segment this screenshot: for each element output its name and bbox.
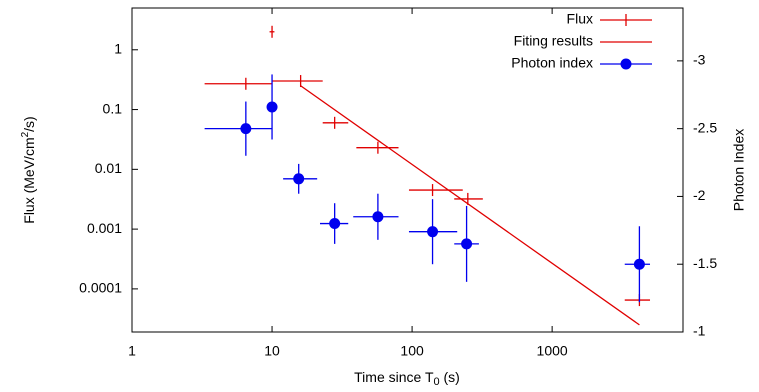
legend-label: Fiting results [514,33,593,49]
point [461,238,473,250]
y2-tick-label: -1 [693,323,706,339]
x-tick-label: 1000 [537,343,568,359]
point [266,101,278,113]
y2-tick-label: -1.5 [693,255,717,271]
y-tick-label: 0.01 [95,160,122,176]
plot-frame [131,7,684,333]
x-tick-label: 100 [400,343,424,359]
legend-swatch [620,58,632,70]
point [372,211,384,223]
point [240,123,252,135]
y-tick-label: 1 [114,40,122,56]
y-label-sup: 2 [20,131,31,137]
point [293,173,305,185]
y-tick-label: 0.0001 [79,280,122,296]
y2-axis-label: Photon Index [731,129,747,212]
y-tick-label: 0.1 [103,100,123,116]
y-label-text: /s) [21,116,37,132]
y2-tick-label: -2 [693,187,706,203]
x-axis-label: Time since T0 (s) [354,369,460,388]
x-label-sub: 0 [434,376,440,388]
point [633,258,645,270]
y-label-text: Flux (MeV/cm [21,137,37,223]
fit-line [300,85,640,326]
x-tick-label: 1 [128,343,136,359]
y2-tick-label: -2.5 [693,119,717,135]
y-axis-label: Flux (MeV/cm2/s) [20,116,37,223]
point [329,218,341,230]
x-label-text: (s) [440,369,460,385]
x-label-text: Time since T [354,369,434,385]
legend-label: Photon index [511,55,593,71]
y2-tick-label: -3 [693,52,706,68]
x-tick-label: 10 [264,343,280,359]
legend-label: Flux [567,11,593,27]
y-tick-label: 0.001 [87,220,122,236]
point [427,226,439,238]
